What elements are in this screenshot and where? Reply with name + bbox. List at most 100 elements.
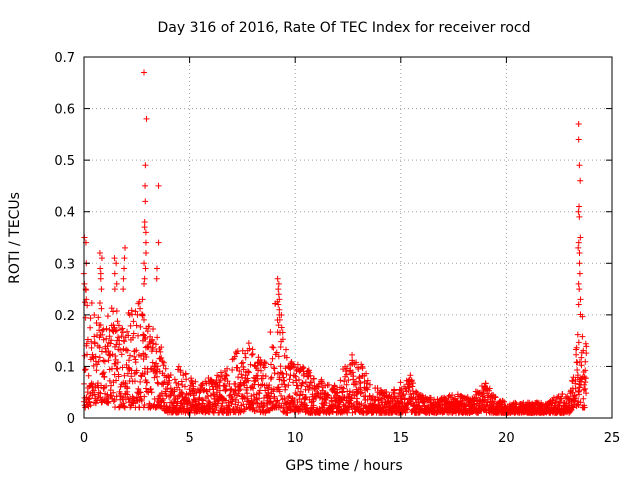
data-point (353, 359, 360, 366)
data-point (113, 260, 120, 267)
data-point (276, 311, 283, 318)
x-tick-label: 0 (80, 431, 88, 446)
data-point (341, 394, 348, 401)
data-point (318, 379, 325, 386)
data-point (281, 395, 288, 402)
data-point (283, 371, 290, 378)
data-point (576, 203, 583, 210)
data-point (171, 388, 178, 395)
data-point (216, 387, 223, 394)
data-point (118, 333, 125, 340)
data-point (137, 389, 144, 396)
data-point (105, 348, 112, 355)
data-point (572, 395, 579, 402)
data-point (142, 334, 149, 341)
data-point (133, 322, 140, 329)
data-point (168, 389, 175, 396)
data-point (190, 403, 197, 410)
data-point (355, 366, 362, 373)
data-point (424, 396, 431, 403)
data-point (104, 313, 111, 320)
data-point (95, 314, 102, 321)
data-point (88, 299, 95, 306)
data-point (325, 392, 332, 399)
data-point (119, 329, 126, 336)
x-tick-label: 25 (604, 431, 621, 446)
data-point (124, 347, 131, 354)
data-point (246, 369, 253, 376)
data-point (341, 378, 348, 385)
data-point (111, 255, 118, 262)
data-point (235, 374, 242, 381)
data-point (290, 379, 297, 386)
data-point (232, 380, 239, 387)
data-point (158, 344, 165, 351)
data-point (240, 393, 247, 400)
data-point (331, 383, 338, 390)
data-point (98, 382, 105, 389)
data-point (245, 368, 252, 375)
data-point (573, 401, 580, 408)
data-point (238, 360, 245, 367)
data-point (111, 396, 118, 403)
data-point (156, 393, 163, 400)
data-point (160, 362, 167, 369)
data-point (577, 399, 584, 406)
data-point (413, 388, 420, 395)
data-point (91, 391, 98, 398)
data-point (124, 328, 131, 335)
data-point (242, 350, 249, 357)
data-point (408, 398, 415, 405)
data-point (90, 362, 97, 369)
data-point (118, 351, 125, 358)
data-point (279, 329, 286, 336)
data-point (103, 383, 110, 390)
data-point (229, 398, 236, 405)
data-point (310, 375, 317, 382)
data-point (223, 371, 230, 378)
data-point (96, 300, 103, 307)
data-point (127, 322, 134, 329)
data-point (407, 372, 414, 379)
data-point (114, 359, 121, 366)
data-point (307, 372, 314, 379)
y-tick-label: 0.1 (54, 360, 75, 375)
data-point (340, 385, 347, 392)
data-point (575, 239, 582, 246)
data-point (190, 383, 197, 390)
data-point (574, 359, 581, 366)
data-point (110, 398, 117, 405)
data-point (178, 389, 185, 396)
data-point (559, 391, 566, 398)
data-point (170, 392, 177, 399)
data-point (269, 355, 276, 362)
data-point (305, 368, 312, 375)
data-point (492, 394, 499, 401)
data-point (257, 367, 264, 374)
x-tick-label: 15 (393, 431, 410, 446)
data-point (103, 335, 110, 342)
data-point (409, 383, 416, 390)
data-point (337, 377, 344, 384)
data-point (144, 368, 151, 375)
data-point (268, 361, 275, 368)
data-point (248, 397, 255, 404)
data-point (270, 385, 277, 392)
data-point (580, 395, 587, 402)
data-point (363, 370, 370, 377)
data-point (91, 340, 98, 347)
data-point (261, 364, 268, 371)
data-point (131, 370, 138, 377)
data-point (137, 305, 144, 312)
plot-frame (83, 56, 613, 419)
data-point (186, 386, 193, 393)
data-point (160, 399, 167, 406)
data-point (262, 373, 269, 380)
data-point (299, 379, 306, 386)
data-point (154, 334, 161, 341)
data-point (357, 390, 364, 397)
data-point (582, 340, 589, 347)
data-point (143, 379, 150, 386)
data-point (139, 296, 146, 303)
data-point (98, 348, 105, 355)
